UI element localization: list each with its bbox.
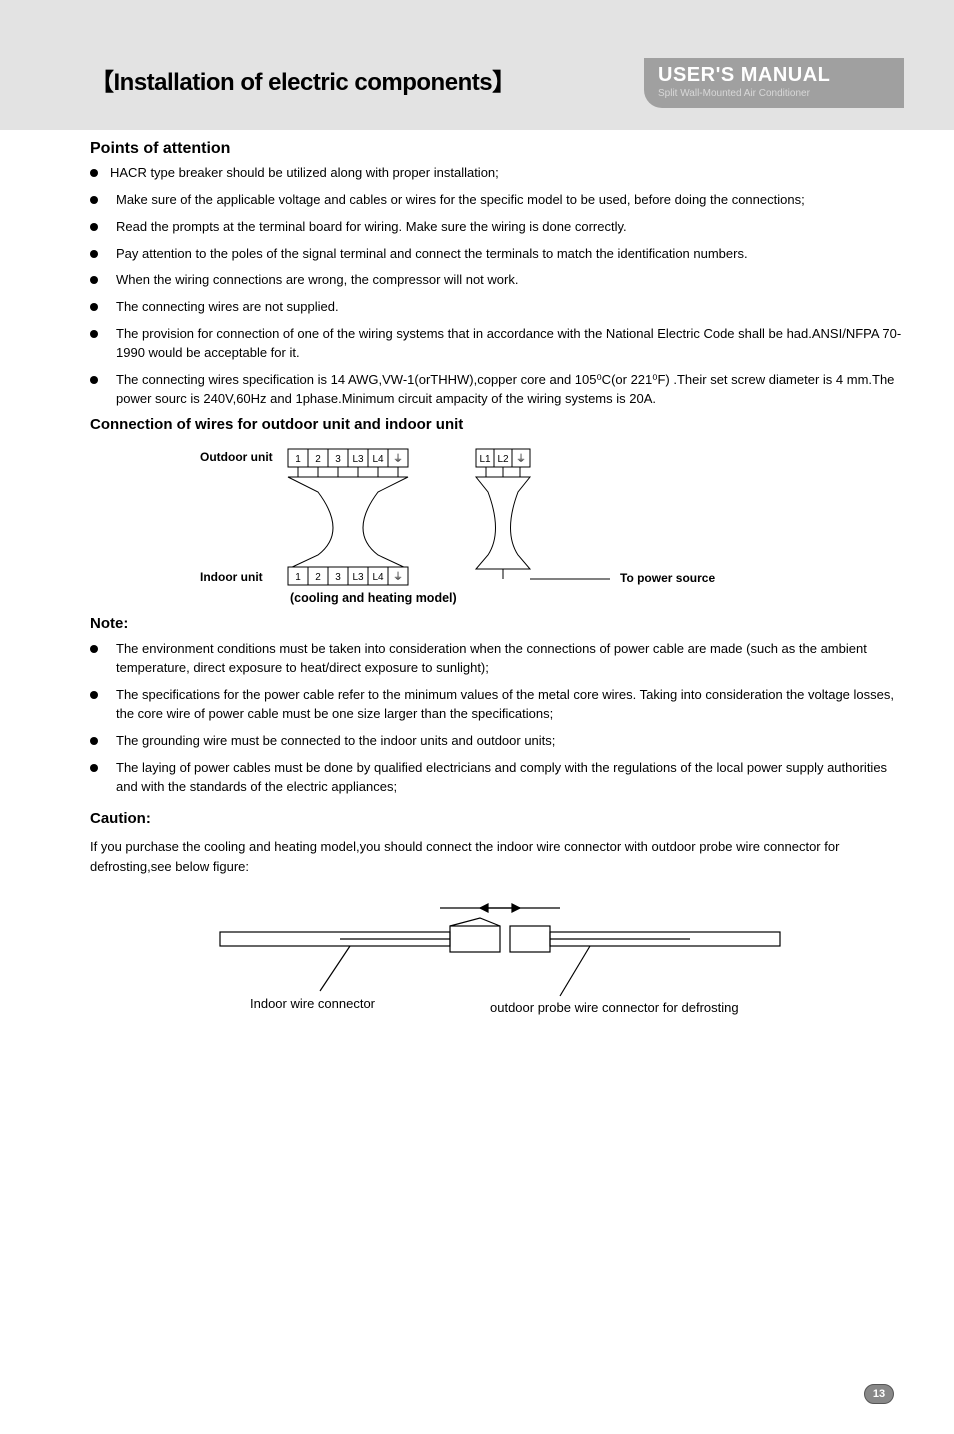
bullet-item: The grounding wire must be connected to …	[90, 732, 902, 751]
note-heading: Note:	[90, 615, 902, 632]
bullet-icon	[90, 764, 98, 772]
svg-text:⏚: ⏚	[516, 453, 526, 465]
bullet-item: Read the prompts at the terminal board f…	[90, 218, 902, 237]
bullet-icon	[90, 737, 98, 745]
bullet-icon	[90, 376, 98, 384]
indoor-label: Indoor unit	[200, 570, 263, 584]
bullet-text: HACR type breaker should be utilized alo…	[110, 164, 902, 183]
section-title: 【Installation of electric components】	[90, 62, 516, 97]
wiring-diagram: Outdoor unit 1 2 3 L3 L4 ⏚ L1 L2 ⏚	[200, 447, 902, 587]
svg-text:2: 2	[315, 572, 321, 583]
power-label: To power source	[620, 571, 715, 585]
wiring-svg: Outdoor unit 1 2 3 L3 L4 ⏚ L1 L2 ⏚	[200, 447, 780, 587]
svg-text:L3: L3	[352, 572, 364, 583]
bullet-item: The environment conditions must be taken…	[90, 640, 902, 678]
svg-text:L1: L1	[479, 454, 491, 465]
bullet-icon	[90, 330, 98, 338]
svg-text:1: 1	[295, 454, 301, 465]
bullet-text: The connecting wires are not supplied.	[116, 298, 902, 317]
bullet-icon	[90, 276, 98, 284]
bullet-text: The provision for connection of one of t…	[116, 325, 902, 363]
bullet-text: The connecting wires specification is 14…	[116, 371, 902, 409]
bullet-item: Pay attention to the poles of the signal…	[90, 245, 902, 264]
page-number: 13	[864, 1384, 894, 1404]
bullet-icon	[90, 303, 98, 311]
manual-badge: USER'S MANUAL Split Wall-Mounted Air Con…	[644, 58, 904, 108]
caution-heading: Caution:	[90, 810, 902, 827]
diagram-caption: (cooling and heating model)	[290, 591, 902, 605]
label-right: outdoor probe wire connector for defrost…	[490, 1000, 739, 1015]
svg-text:1: 1	[295, 572, 301, 583]
bullet-icon	[90, 196, 98, 204]
caution-text: If you purchase the cooling and heating …	[90, 837, 902, 876]
label-left: Indoor wire connector	[250, 996, 376, 1011]
bullet-item: The connecting wires specification is 14…	[90, 371, 902, 409]
outdoor-label: Outdoor unit	[200, 450, 273, 464]
svg-text:L3: L3	[352, 454, 364, 465]
svg-text:L2: L2	[497, 454, 509, 465]
bullet-text: The grounding wire must be connected to …	[116, 732, 902, 751]
bullet-icon	[90, 169, 98, 177]
bullet-item: The specifications for the power cable r…	[90, 686, 902, 724]
bullet-icon	[90, 645, 98, 653]
connection-heading: Connection of wires for outdoor unit and…	[90, 416, 902, 433]
bullet-icon	[90, 691, 98, 699]
svg-text:2: 2	[315, 454, 321, 465]
bullet-text: Pay attention to the poles of the signal…	[116, 245, 902, 264]
badge-title: USER'S MANUAL	[658, 64, 890, 87]
connector-diagram: Indoor wire connector outdoor probe wire…	[190, 896, 902, 1036]
bullet-item: Make sure of the applicable voltage and …	[90, 191, 902, 210]
bullet-item: When the wiring connections are wrong, t…	[90, 271, 902, 290]
svg-text:3: 3	[335, 572, 341, 583]
bullet-text: The laying of power cables must be done …	[116, 759, 902, 797]
svg-text:L4: L4	[372, 454, 384, 465]
bullet-item: The provision for connection of one of t…	[90, 325, 902, 363]
bullet-item: The connecting wires are not supplied.	[90, 298, 902, 317]
bullet-item: The laying of power cables must be done …	[90, 759, 902, 797]
bullet-icon	[90, 223, 98, 231]
bullet-item: HACR type breaker should be utilized alo…	[90, 164, 902, 183]
badge-subtitle: Split Wall-Mounted Air Conditioner	[658, 88, 890, 99]
page-content: Points of attention HACR type breaker sh…	[90, 140, 902, 1036]
connector-svg: Indoor wire connector outdoor probe wire…	[190, 896, 810, 1036]
points-heading: Points of attention	[90, 140, 902, 158]
svg-text:L4: L4	[372, 572, 384, 583]
bullet-text: The environment conditions must be taken…	[116, 640, 902, 678]
bullet-text: Read the prompts at the terminal board f…	[116, 218, 902, 237]
bullet-text: Make sure of the applicable voltage and …	[116, 191, 902, 210]
svg-text:⏚: ⏚	[393, 453, 403, 465]
svg-text:⏚: ⏚	[393, 571, 403, 583]
bullet-text: The specifications for the power cable r…	[116, 686, 902, 724]
bullet-text: When the wiring connections are wrong, t…	[116, 271, 902, 290]
bullet-icon	[90, 250, 98, 258]
svg-text:3: 3	[335, 454, 341, 465]
